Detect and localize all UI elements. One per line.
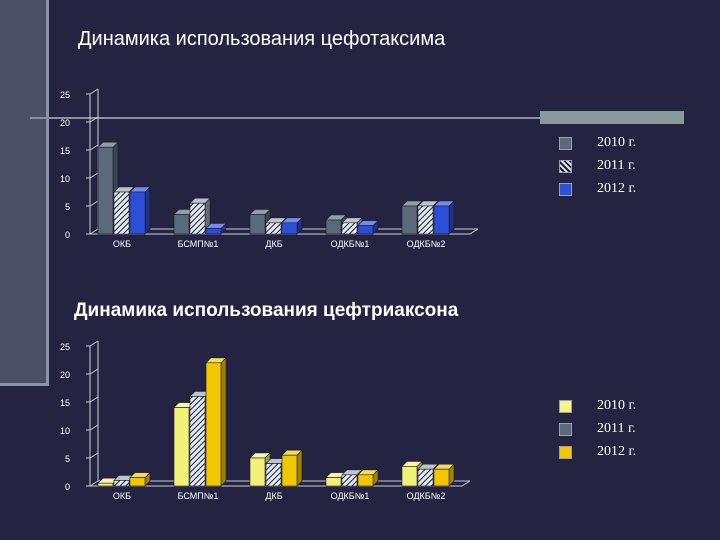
gridline-depth	[89, 88, 99, 95]
legend-label: 2010 г.	[597, 398, 637, 413]
legend-label: 2012 г.	[597, 444, 637, 459]
bar-2010 г.-ОДКБ№1	[325, 219, 342, 235]
x-tick-label: ДКБ	[265, 239, 282, 249]
chart2-ceftriaxone: 0 5 10 15 20 25 ОКБ БСМП№1 ДКБ ОДКБ№1 ОДКБ№2	[60, 340, 471, 501]
bar-side-2012 г.-ОДКБ№2	[448, 200, 455, 235]
y-tick-label: 10	[60, 426, 70, 436]
bar-2011 г.-БСМП№1	[189, 202, 206, 235]
gridline-depth	[89, 116, 99, 123]
bar-2012 г.-ОДКБ№2	[433, 468, 450, 487]
y-tick-label: 15	[60, 146, 70, 156]
y-tick-label: 20	[60, 118, 70, 128]
bar-2012 г.-ОКБ	[129, 191, 146, 235]
bar-2010 г.-ОДКБ№2	[401, 466, 418, 487]
x-tick-label: ОДКБ№2	[407, 239, 446, 249]
chart1-title: Динамика использования цефотаксима	[78, 28, 446, 50]
bar-2011 г.-ДКБ	[265, 463, 282, 487]
header-accent-bar	[540, 111, 684, 124]
x-tick-label: ДКБ	[265, 491, 282, 501]
bar-2012 г.-ОДКБ№2	[433, 205, 450, 235]
bar-2011 г.-БСМП№1	[189, 396, 206, 487]
bar-2012 г.-ОДКБ№1	[357, 474, 374, 487]
legend-label: 2011 г.	[597, 421, 636, 436]
gridline-depth	[89, 200, 99, 207]
bar-2012 г.-ДКБ	[281, 454, 298, 487]
x-tick-label: БСМП№1	[178, 239, 219, 249]
y-tick-label: 25	[60, 90, 70, 100]
bar-2011 г.-ОДКБ№1	[341, 222, 358, 235]
gridline-depth	[89, 172, 99, 179]
y-tick-label: 5	[65, 454, 70, 464]
bar-2011 г.-ОКБ	[113, 480, 130, 487]
gridline-depth	[89, 452, 99, 459]
bar-2010 г.-ДКБ	[249, 457, 266, 487]
y-tick-label: 25	[60, 342, 70, 352]
bar-2010 г.-ОДКБ№1	[325, 477, 342, 487]
bar-2010 г.-БСМП№1	[173, 214, 190, 235]
gridline-depth	[89, 228, 99, 235]
legend-label: 2010 г.	[597, 135, 637, 150]
bar-2011 г.-ОДКБ№1	[341, 474, 358, 487]
legend-swatch	[559, 400, 572, 413]
bar-2010 г.-БСМП№1	[173, 407, 190, 487]
legend-swatch	[559, 160, 572, 173]
bar-2011 г.-ДКБ	[265, 222, 282, 235]
bar-2011 г.-ОДКБ№2	[417, 468, 434, 487]
bar-side-2012 г.-ДКБ	[296, 449, 303, 487]
gridline-depth	[89, 340, 99, 347]
x-tick-label: ОДКБ№1	[331, 239, 370, 249]
x-tick-label: БСМП№1	[178, 491, 219, 501]
legend-swatch	[559, 137, 572, 150]
x-tick-label: ОКБ	[113, 239, 131, 249]
legend-label: 2011 г.	[597, 158, 636, 173]
y-tick-label: 20	[60, 370, 70, 380]
floor-right-edge	[469, 228, 479, 235]
gridline-depth	[89, 144, 99, 151]
y-tick-label: 5	[65, 202, 70, 212]
legend-swatch	[559, 446, 572, 459]
floor-right-edge	[461, 480, 471, 487]
gridline-depth	[89, 396, 99, 403]
legend-swatch	[559, 183, 572, 196]
y-tick-label: 0	[65, 230, 70, 240]
chart2-title: Динамика использования цефтриаксона	[74, 300, 459, 321]
bar-side-2012 г.-БСМП№1	[220, 357, 227, 487]
bar-2012 г.-БСМП№1	[205, 362, 222, 487]
bar-2010 г.-ОДКБ№2	[401, 205, 418, 235]
bar-2012 г.-ДКБ	[281, 222, 298, 235]
gridline-depth	[89, 368, 99, 375]
bar-side-2012 г.-ОКБ	[144, 186, 151, 235]
x-tick-label: ОДКБ№1	[331, 491, 370, 501]
bar-2012 г.-БСМП№1	[205, 228, 222, 235]
chart1-cefotaxime: 0 5 10 15 20 25 ОКБ БСМП№1 ДКБ ОДКБ№1 ОДКБ№2	[60, 88, 479, 249]
gridline-depth	[89, 424, 99, 431]
x-tick-label: ОКБ	[113, 491, 131, 501]
gridline-depth	[89, 480, 99, 487]
y-tick-label: 15	[60, 398, 70, 408]
bar-2010 г.-ОКБ	[97, 482, 114, 487]
x-tick-label: ОДКБ№2	[407, 491, 446, 501]
legend-label: 2012 г.	[597, 181, 637, 196]
bar-2012 г.-ОКБ	[129, 477, 146, 487]
y-tick-label: 0	[65, 482, 70, 492]
bar-2011 г.-ОДКБ№2	[417, 205, 434, 235]
legend-swatch	[559, 423, 572, 436]
bar-2011 г.-ОКБ	[113, 191, 130, 235]
y-tick-label: 10	[60, 174, 70, 184]
left-decor-strip	[0, 0, 49, 386]
bar-2012 г.-ОДКБ№1	[357, 225, 374, 235]
bar-2010 г.-ДКБ	[249, 214, 266, 235]
horizontal-divider-line	[30, 117, 550, 119]
bar-2010 г.-ОКБ	[97, 146, 114, 235]
